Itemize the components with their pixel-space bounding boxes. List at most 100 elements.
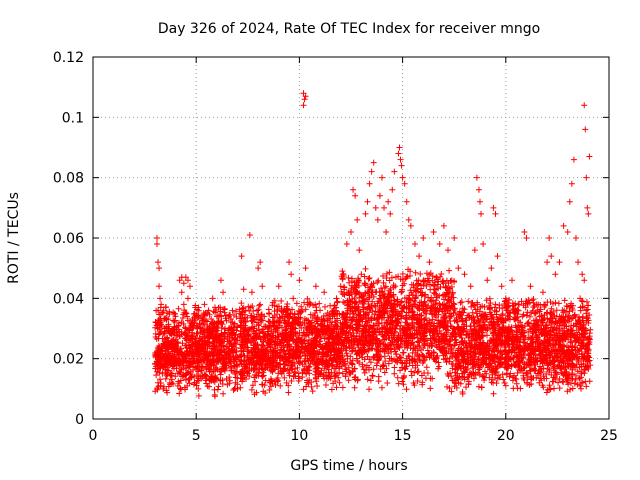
data-point xyxy=(190,366,197,373)
data-point xyxy=(155,307,162,314)
data-point xyxy=(173,362,180,369)
data-point xyxy=(197,367,204,374)
data-point xyxy=(152,365,159,372)
data-point xyxy=(233,356,240,363)
data-point xyxy=(203,339,210,346)
data-point xyxy=(177,345,184,352)
data-point xyxy=(170,326,177,333)
data-point xyxy=(231,340,238,347)
data-point xyxy=(214,333,221,340)
data-point xyxy=(216,355,223,362)
data-point xyxy=(215,317,222,324)
data-point xyxy=(163,334,170,341)
data-point xyxy=(178,319,185,326)
data-point xyxy=(229,307,236,314)
data-point xyxy=(170,309,177,316)
data-point xyxy=(198,359,205,366)
data-point xyxy=(152,324,159,331)
data-point xyxy=(203,380,210,387)
data-point xyxy=(193,323,200,330)
data-point xyxy=(162,357,169,364)
data-point xyxy=(229,319,236,326)
data-point xyxy=(152,388,159,395)
data-point xyxy=(166,311,173,318)
data-point xyxy=(206,311,213,318)
data-point xyxy=(214,359,221,366)
data-point xyxy=(219,338,226,345)
data-point xyxy=(234,323,241,330)
data-point xyxy=(195,392,202,399)
data-point xyxy=(177,377,184,384)
data-point xyxy=(213,352,220,359)
data-point xyxy=(159,335,166,342)
data-point xyxy=(172,341,179,348)
data-point xyxy=(181,384,188,391)
data-point xyxy=(213,337,220,344)
data-point xyxy=(170,380,177,387)
data-point xyxy=(171,348,178,355)
data-point xyxy=(209,326,216,333)
data-point xyxy=(205,352,212,359)
data-point xyxy=(204,361,211,368)
data-point xyxy=(156,311,163,318)
data-point xyxy=(187,361,194,368)
data-point xyxy=(233,308,240,315)
data-point xyxy=(201,312,208,319)
data-point xyxy=(223,317,230,324)
data-point xyxy=(187,336,194,343)
data-point xyxy=(230,386,237,393)
data-point xyxy=(227,360,234,367)
data-point xyxy=(168,331,175,338)
data-point xyxy=(223,362,230,369)
data-point xyxy=(179,340,186,347)
data-point xyxy=(180,353,187,360)
data-point xyxy=(175,305,182,312)
data-point xyxy=(163,339,170,346)
data-point xyxy=(179,315,186,321)
data-point xyxy=(233,327,240,334)
data-point xyxy=(200,329,207,336)
data-point xyxy=(202,345,209,352)
data-point xyxy=(161,329,168,336)
data-point xyxy=(186,326,193,333)
data-point xyxy=(182,324,188,331)
data-point xyxy=(237,384,244,391)
data-point xyxy=(161,330,168,337)
data-point xyxy=(185,376,192,383)
data-point xyxy=(153,372,160,379)
data-point xyxy=(173,332,180,339)
data-point xyxy=(161,316,168,323)
data-point xyxy=(171,359,178,366)
data-point xyxy=(183,344,190,351)
data-point xyxy=(217,371,224,378)
data-point xyxy=(159,345,166,352)
data-point xyxy=(157,354,164,361)
data-point xyxy=(184,313,191,320)
data-point xyxy=(204,318,211,325)
data-point xyxy=(210,319,217,326)
data-point xyxy=(195,351,202,358)
chart-title: Day 326 of 2024, Rate Of TEC Index for r… xyxy=(158,21,540,37)
data-point xyxy=(233,368,240,375)
data-point xyxy=(218,331,225,338)
data-point xyxy=(192,302,199,309)
data-point xyxy=(208,377,215,384)
data-point xyxy=(231,335,238,342)
data-point xyxy=(230,341,237,348)
data-point xyxy=(175,378,182,385)
data-point xyxy=(175,322,182,329)
data-point xyxy=(225,356,232,363)
data-point xyxy=(178,386,185,393)
data-point xyxy=(221,366,228,373)
data-point xyxy=(188,343,195,350)
data-point xyxy=(168,370,175,377)
data-point xyxy=(195,359,202,366)
data-point xyxy=(191,310,198,317)
data-point xyxy=(226,380,233,387)
data-point xyxy=(161,352,168,359)
data-point xyxy=(160,307,167,314)
data-point xyxy=(221,305,228,312)
data-point xyxy=(162,375,169,382)
